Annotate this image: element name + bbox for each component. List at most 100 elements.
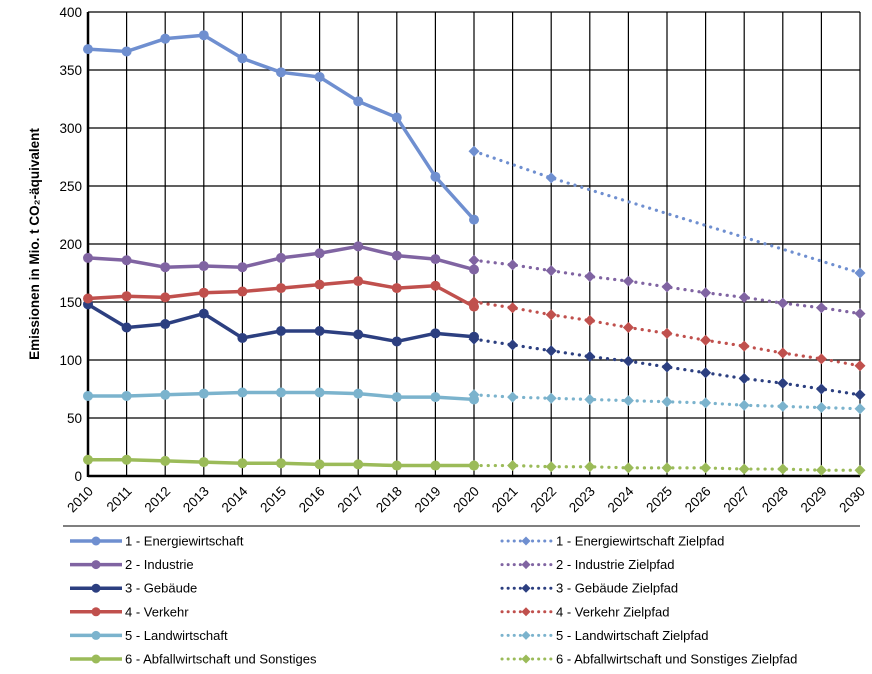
x-tick-label: 2010 xyxy=(64,484,96,516)
data-point xyxy=(83,390,93,401)
x-tick-label: 2017 xyxy=(334,484,366,516)
data-point xyxy=(854,403,866,415)
data-point xyxy=(738,291,750,303)
legend-marker-icon xyxy=(91,536,101,546)
data-point xyxy=(507,259,519,271)
legend-item: 5 - Landwirtschaft xyxy=(70,628,228,643)
data-point xyxy=(469,264,479,275)
y-axis-label: Emissionen in Mio. t CO₂-äquivalent xyxy=(27,128,42,360)
data-point xyxy=(391,250,402,261)
data-point xyxy=(430,280,441,291)
data-point xyxy=(276,283,286,294)
legend-item: 3 - Gebäude xyxy=(70,581,197,596)
data-point xyxy=(160,33,171,44)
data-point xyxy=(391,336,402,347)
data-point xyxy=(777,400,789,412)
data-point xyxy=(121,390,132,401)
data-point xyxy=(198,308,209,319)
x-tick-label: 2012 xyxy=(141,484,173,516)
data-point xyxy=(83,44,93,55)
data-point xyxy=(353,241,364,252)
series-5-landwirtschaft-zielpfad xyxy=(468,389,866,415)
legend-marker-icon xyxy=(91,583,101,593)
data-point xyxy=(198,261,209,272)
x-tick-label: 2026 xyxy=(682,484,714,516)
data-point xyxy=(700,397,712,409)
data-point xyxy=(777,463,789,475)
legend-label: 6 - Abfallwirtschaft und Sonstiges Zielp… xyxy=(556,652,797,667)
series-4-verkehr xyxy=(83,276,479,312)
legend-item: 6 - Abfallwirtschaft und Sonstiges Zielp… xyxy=(500,652,797,667)
data-point xyxy=(391,392,402,403)
data-point xyxy=(584,461,596,473)
data-point xyxy=(700,462,712,474)
data-point xyxy=(622,275,634,287)
legend-item: 1 - Energiewirtschaft xyxy=(70,534,244,549)
data-point xyxy=(700,334,712,346)
x-tick-label: 2023 xyxy=(566,484,598,516)
legend-item: 1 - Energiewirtschaft Zielpfad xyxy=(500,534,724,549)
y-tick-label: 400 xyxy=(59,5,82,20)
data-point xyxy=(469,460,479,471)
legend-label: 1 - Energiewirtschaft xyxy=(125,534,244,549)
data-point xyxy=(815,464,827,476)
legend-marker-icon xyxy=(91,560,101,570)
x-tick-label: 2025 xyxy=(643,484,675,516)
data-point xyxy=(661,281,673,293)
data-point xyxy=(545,392,557,404)
x-tick-label: 2016 xyxy=(296,484,328,516)
data-point xyxy=(854,267,866,279)
data-point xyxy=(237,262,248,273)
data-point xyxy=(276,387,286,398)
data-point xyxy=(815,383,827,395)
data-point xyxy=(661,327,673,339)
data-point xyxy=(854,360,866,372)
x-axis-ticks: 2010 2011 2012 2013 2014 2015 2016 2017 2018 2019… xyxy=(64,483,868,515)
data-point xyxy=(121,454,132,465)
y-tick-label: 200 xyxy=(59,237,82,252)
data-point xyxy=(276,326,286,336)
data-point xyxy=(815,402,827,414)
legend: 1 - Energiewirtschaft 2 - Industrie 3 - Ge… xyxy=(70,534,797,667)
data-point xyxy=(738,463,750,475)
data-point xyxy=(661,396,673,408)
legend-marker-icon xyxy=(521,536,531,546)
x-tick-label: 2014 xyxy=(219,483,251,515)
data-point xyxy=(738,340,750,352)
data-point xyxy=(430,460,441,471)
data-point xyxy=(622,395,634,407)
data-point xyxy=(237,332,248,343)
x-tick-label: 2011 xyxy=(104,484,135,515)
legend-marker-icon xyxy=(521,654,531,664)
data-point xyxy=(854,464,866,476)
legend-item: 4 - Verkehr xyxy=(70,604,189,619)
series-1-energiewirtschaft xyxy=(83,30,479,225)
x-tick-label: 2029 xyxy=(798,484,830,516)
legend-marker-icon xyxy=(521,560,531,570)
data-point xyxy=(314,459,325,470)
data-point xyxy=(507,302,519,314)
legend-label: 6 - Abfallwirtschaft und Sonstiges xyxy=(125,652,317,667)
series-2-industrie-zielpfad xyxy=(468,254,866,320)
series-3-gebäude xyxy=(83,299,479,347)
legend-item: 4 - Verkehr Zielpfad xyxy=(500,604,669,619)
data-point xyxy=(468,145,480,157)
data-point xyxy=(661,462,673,474)
data-point xyxy=(391,460,402,471)
data-point xyxy=(276,458,286,469)
data-point xyxy=(237,286,248,297)
data-point xyxy=(83,454,93,465)
y-tick-label: 150 xyxy=(59,295,82,310)
data-point xyxy=(83,252,93,263)
data-point xyxy=(469,394,479,405)
data-point xyxy=(545,345,557,357)
data-point xyxy=(121,46,132,57)
legend-marker-icon xyxy=(91,630,101,640)
legend-marker-icon xyxy=(521,607,531,617)
data-point xyxy=(391,112,402,123)
data-point xyxy=(314,326,325,336)
data-point xyxy=(815,353,827,365)
data-point xyxy=(314,248,325,259)
legend-item: 2 - Industrie Zielpfad xyxy=(500,557,675,572)
